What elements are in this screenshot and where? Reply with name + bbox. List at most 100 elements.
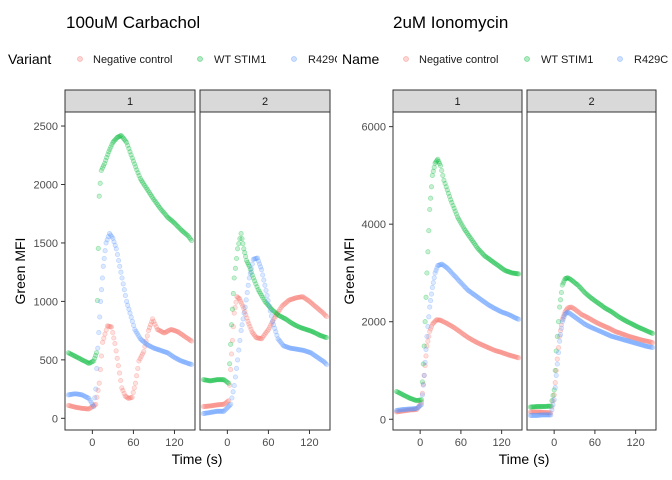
data-point bbox=[308, 328, 314, 334]
data-point bbox=[256, 261, 263, 267]
data-point bbox=[203, 403, 209, 409]
data-point bbox=[134, 373, 140, 379]
data-point bbox=[81, 358, 87, 364]
x-tick-label: 0 bbox=[224, 437, 230, 449]
data-point bbox=[102, 248, 108, 254]
data-point bbox=[566, 305, 572, 311]
data-point bbox=[635, 341, 641, 347]
data-point bbox=[241, 246, 247, 252]
data-point bbox=[144, 186, 150, 192]
data-point bbox=[532, 404, 538, 410]
data-point bbox=[598, 302, 604, 308]
data-point bbox=[565, 309, 571, 315]
data-point bbox=[102, 331, 108, 337]
data-point bbox=[268, 305, 274, 311]
data-point bbox=[269, 318, 276, 324]
data-point bbox=[132, 161, 138, 167]
data-point bbox=[95, 245, 101, 251]
data-point bbox=[625, 319, 631, 325]
data-point bbox=[215, 408, 221, 414]
data-point bbox=[303, 326, 309, 333]
data-point bbox=[141, 349, 147, 355]
x-tick-label: 60 bbox=[262, 437, 274, 449]
data-point bbox=[569, 305, 575, 311]
data-point bbox=[159, 207, 165, 213]
data-point bbox=[318, 357, 324, 363]
data-point bbox=[209, 409, 216, 415]
y-axis-label: Green MFI bbox=[12, 238, 28, 305]
data-point bbox=[422, 363, 428, 369]
data-point bbox=[80, 357, 86, 363]
data-point bbox=[187, 361, 193, 367]
data-point bbox=[151, 319, 157, 325]
data-point bbox=[516, 355, 522, 361]
data-point bbox=[644, 328, 650, 334]
data-point bbox=[406, 406, 412, 412]
data-point bbox=[285, 298, 291, 304]
data-point bbox=[435, 156, 441, 162]
data-point bbox=[471, 241, 478, 247]
data-point bbox=[135, 170, 141, 176]
data-point bbox=[223, 378, 229, 385]
data-point bbox=[502, 310, 508, 316]
data-point bbox=[428, 195, 434, 201]
data-point bbox=[644, 343, 650, 349]
data-point bbox=[631, 340, 638, 346]
data-point bbox=[394, 389, 401, 395]
data-point bbox=[69, 391, 75, 397]
data-point bbox=[424, 270, 430, 276]
y-tick-label: 1000 bbox=[34, 296, 58, 308]
data-point bbox=[616, 314, 622, 320]
chart-background bbox=[337, 0, 672, 480]
data-point bbox=[477, 296, 483, 302]
data-point bbox=[238, 328, 244, 334]
data-point bbox=[182, 230, 188, 236]
data-point bbox=[624, 318, 630, 324]
data-point bbox=[430, 280, 436, 286]
data-point bbox=[119, 385, 125, 391]
data-point bbox=[493, 348, 499, 354]
data-point bbox=[216, 402, 222, 408]
data-point bbox=[250, 256, 256, 262]
data-point bbox=[494, 307, 500, 313]
data-point bbox=[323, 360, 329, 366]
data-point bbox=[433, 317, 440, 323]
data-point bbox=[410, 406, 416, 412]
data-point bbox=[598, 328, 604, 335]
data-point bbox=[553, 372, 559, 378]
data-point bbox=[541, 412, 547, 418]
data-point bbox=[641, 342, 647, 349]
data-point bbox=[576, 317, 582, 323]
data-point bbox=[429, 285, 435, 291]
data-point bbox=[639, 337, 645, 343]
data-point bbox=[474, 339, 480, 345]
data-point bbox=[281, 315, 287, 321]
data-point bbox=[254, 335, 260, 341]
data-point bbox=[528, 409, 535, 415]
data-point bbox=[88, 359, 94, 365]
data-point bbox=[171, 354, 178, 361]
data-point bbox=[566, 275, 572, 282]
data-point bbox=[181, 229, 187, 235]
data-point bbox=[149, 344, 155, 350]
data-point bbox=[72, 404, 78, 410]
data-point bbox=[588, 317, 595, 323]
data-point bbox=[263, 330, 269, 336]
data-point bbox=[179, 332, 186, 338]
data-point bbox=[648, 339, 655, 345]
data-point bbox=[278, 305, 284, 311]
legend-key-r429c bbox=[617, 56, 623, 62]
data-point bbox=[585, 323, 591, 329]
data-point bbox=[441, 177, 447, 183]
data-point bbox=[573, 315, 579, 321]
data-point bbox=[439, 167, 445, 174]
data-point bbox=[593, 299, 599, 305]
data-point bbox=[115, 363, 121, 369]
data-point bbox=[648, 330, 655, 336]
data-point bbox=[312, 353, 318, 359]
data-point bbox=[142, 340, 148, 346]
data-point bbox=[462, 285, 468, 291]
data-point bbox=[249, 272, 255, 278]
data-point bbox=[170, 354, 176, 360]
data-point bbox=[601, 323, 607, 329]
